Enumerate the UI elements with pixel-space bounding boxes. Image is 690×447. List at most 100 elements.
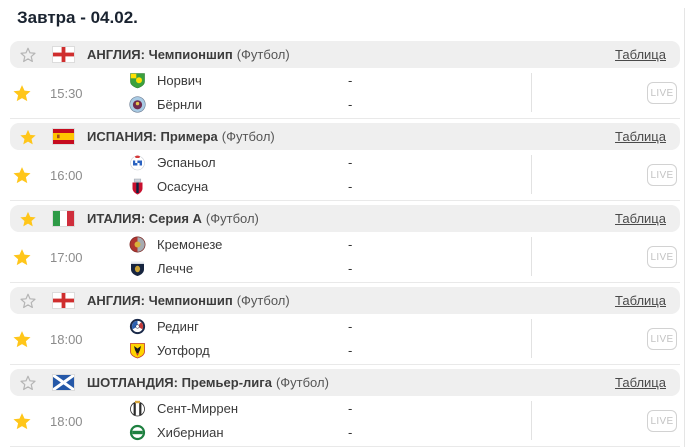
match-row: 18:00 Рединг Уотфорд - - LIVE bbox=[10, 314, 680, 365]
league-name: АНГЛИЯ: Чемпионшип bbox=[87, 293, 233, 308]
home-score: - bbox=[348, 401, 353, 416]
reading-logo-icon bbox=[129, 318, 146, 335]
sport-label: (Футбол) bbox=[205, 211, 259, 226]
favorite-star-icon[interactable] bbox=[12, 411, 32, 431]
sport-label: (Футбол) bbox=[236, 47, 290, 62]
away-score: - bbox=[348, 343, 353, 358]
sport-label: (Футбол) bbox=[275, 375, 329, 390]
team-name: Эспаньол bbox=[157, 155, 216, 170]
away-team[interactable]: Бёрнли bbox=[129, 95, 202, 114]
away-team[interactable]: Хиберниан bbox=[129, 423, 238, 442]
favorite-star-icon[interactable] bbox=[12, 165, 32, 185]
league-name: ИТАЛИЯ: Серия А bbox=[87, 211, 202, 226]
away-team[interactable]: Лечче bbox=[129, 259, 222, 278]
league-section: АНГЛИЯ: Чемпионшип (Футбол) Таблица 15:3… bbox=[10, 41, 680, 119]
spain-flag-icon bbox=[53, 129, 74, 144]
espanyol-logo-icon bbox=[129, 154, 146, 171]
home-team[interactable]: Сент-Миррен bbox=[129, 399, 238, 418]
match-row: 18:00 Сент-Миррен Хиберниан - - LIVE bbox=[10, 396, 680, 447]
league-section: ИСПАНИЯ: Примера (Футбол) Таблица 16:00 … bbox=[10, 123, 680, 201]
favorite-star-icon[interactable] bbox=[18, 45, 38, 65]
sport-label: (Футбол) bbox=[236, 293, 290, 308]
away-team[interactable]: Уотфорд bbox=[129, 341, 210, 360]
burnley-logo-icon bbox=[129, 96, 146, 113]
favorite-star-icon[interactable] bbox=[18, 209, 38, 229]
live-button[interactable]: LIVE bbox=[647, 410, 677, 432]
favorite-star-icon[interactable] bbox=[12, 247, 32, 267]
scotland-flag-icon bbox=[53, 375, 74, 390]
watford-logo-icon bbox=[129, 342, 146, 359]
live-button[interactable]: LIVE bbox=[647, 164, 677, 186]
team-name: Осасуна bbox=[157, 179, 209, 194]
team-name: Уотфорд bbox=[157, 343, 210, 358]
league-header: ШОТЛАНДИЯ: Премьер-лига (Футбол) Таблица bbox=[10, 369, 680, 396]
table-link[interactable]: Таблица bbox=[615, 47, 666, 62]
row-divider bbox=[531, 319, 532, 358]
away-score: - bbox=[348, 425, 353, 440]
league-header: ИТАЛИЯ: Серия А (Футбол) Таблица bbox=[10, 205, 680, 232]
lecce-logo-icon bbox=[129, 260, 146, 277]
league-name: ШОТЛАНДИЯ: Премьер-лига bbox=[87, 375, 272, 390]
row-divider bbox=[531, 401, 532, 440]
table-link[interactable]: Таблица bbox=[615, 375, 666, 390]
live-button[interactable]: LIVE bbox=[647, 328, 677, 350]
league-section: ШОТЛАНДИЯ: Премьер-лига (Футбол) Таблица… bbox=[10, 369, 680, 447]
england-flag-icon bbox=[53, 47, 74, 62]
match-time: 15:30 bbox=[50, 85, 83, 101]
page-title: Завтра - 04.02. bbox=[17, 8, 138, 27]
sport-label: (Футбол) bbox=[221, 129, 275, 144]
away-team[interactable]: Осасуна bbox=[129, 177, 216, 196]
favorite-star-icon[interactable] bbox=[18, 373, 38, 393]
home-score: - bbox=[348, 237, 353, 252]
home-team[interactable]: Кремонезе bbox=[129, 235, 222, 254]
content-right-border bbox=[684, 8, 685, 447]
row-divider bbox=[531, 73, 532, 112]
home-score: - bbox=[348, 155, 353, 170]
home-score: - bbox=[348, 73, 353, 88]
match-time: 17:00 bbox=[50, 249, 83, 265]
team-name: Норвич bbox=[157, 73, 202, 88]
home-team[interactable]: Рединг bbox=[129, 317, 210, 336]
match-row: 17:00 Кремонезе Лечче - - LIVE bbox=[10, 232, 680, 283]
team-name: Сент-Миррен bbox=[157, 401, 239, 416]
stmirren-logo-icon bbox=[129, 400, 146, 417]
team-name: Рединг bbox=[157, 319, 199, 334]
row-divider bbox=[531, 237, 532, 276]
team-name: Хиберниан bbox=[157, 425, 224, 440]
team-name: Лечче bbox=[157, 261, 194, 276]
table-link[interactable]: Таблица bbox=[615, 211, 666, 226]
cremonese-logo-icon bbox=[129, 236, 146, 253]
league-name: АНГЛИЯ: Чемпионшип bbox=[87, 47, 233, 62]
hibernian-logo-icon bbox=[129, 424, 146, 441]
away-score: - bbox=[348, 97, 353, 112]
league-section: ИТАЛИЯ: Серия А (Футбол) Таблица 17:00 К… bbox=[10, 205, 680, 283]
favorite-star-icon[interactable] bbox=[18, 291, 38, 311]
match-time: 16:00 bbox=[50, 167, 83, 183]
away-score: - bbox=[348, 261, 353, 276]
team-name: Кремонезе bbox=[157, 237, 223, 252]
favorite-star-icon[interactable] bbox=[12, 83, 32, 103]
league-header: ИСПАНИЯ: Примера (Футбол) Таблица bbox=[10, 123, 680, 150]
home-team[interactable]: Эспаньол bbox=[129, 153, 216, 172]
osasuna-logo-icon bbox=[129, 178, 146, 195]
match-row: 16:00 Эспаньол Осасуна - - LIVE bbox=[10, 150, 680, 201]
table-link[interactable]: Таблица bbox=[615, 129, 666, 144]
table-link[interactable]: Таблица bbox=[615, 293, 666, 308]
league-name: ИСПАНИЯ: Примера bbox=[87, 129, 218, 144]
away-score: - bbox=[348, 179, 353, 194]
home-score: - bbox=[348, 319, 353, 334]
match-row: 15:30 Норвич Бёрнли - - LIVE bbox=[10, 68, 680, 119]
live-button[interactable]: LIVE bbox=[647, 246, 677, 268]
team-name: Бёрнли bbox=[157, 97, 203, 112]
league-section: АНГЛИЯ: Чемпионшип (Футбол) Таблица 18:0… bbox=[10, 287, 680, 365]
england-flag-icon bbox=[53, 293, 74, 308]
home-team[interactable]: Норвич bbox=[129, 71, 202, 90]
live-button[interactable]: LIVE bbox=[647, 82, 677, 104]
norwich-logo-icon bbox=[129, 72, 146, 89]
league-header: АНГЛИЯ: Чемпионшип (Футбол) Таблица bbox=[10, 41, 680, 68]
match-time: 18:00 bbox=[50, 413, 83, 429]
favorite-star-icon[interactable] bbox=[18, 127, 38, 147]
league-header: АНГЛИЯ: Чемпионшип (Футбол) Таблица bbox=[10, 287, 680, 314]
italy-flag-icon bbox=[53, 211, 74, 226]
favorite-star-icon[interactable] bbox=[12, 329, 32, 349]
